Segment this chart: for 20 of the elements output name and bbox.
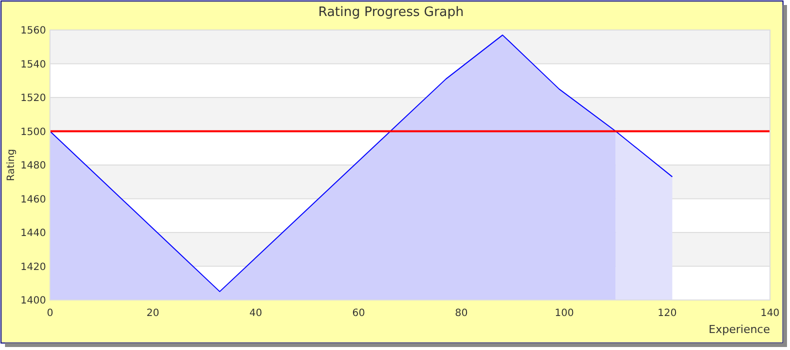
y-tick-label: 1480 xyxy=(20,160,46,172)
x-tick-label: 100 xyxy=(554,308,574,319)
y-tick-label: 1500 xyxy=(20,126,46,138)
y-tick-label: 1520 xyxy=(20,93,46,104)
x-tick-label: 140 xyxy=(760,308,780,319)
y-tick-label: 1540 xyxy=(20,59,46,70)
y-tick-label: 1560 xyxy=(20,26,46,36)
y-tick-label: 1460 xyxy=(20,194,46,206)
x-axis-title: Experience xyxy=(708,323,770,336)
y-tick-label: 1400 xyxy=(20,296,46,306)
y-axis-title: Rating xyxy=(6,148,17,182)
x-tick-label: 120 xyxy=(658,308,677,319)
chart-title: Rating Progress Graph xyxy=(318,5,464,20)
x-tick-label: 40 xyxy=(249,308,262,319)
x-tick-label: 80 xyxy=(455,308,468,319)
x-tick-label: 0 xyxy=(46,308,54,319)
y-tick-label: 1440 xyxy=(20,228,46,239)
y-tick-label: 1420 xyxy=(20,262,46,273)
x-tick-label: 60 xyxy=(352,308,365,319)
x-tick-label: 20 xyxy=(146,308,160,319)
